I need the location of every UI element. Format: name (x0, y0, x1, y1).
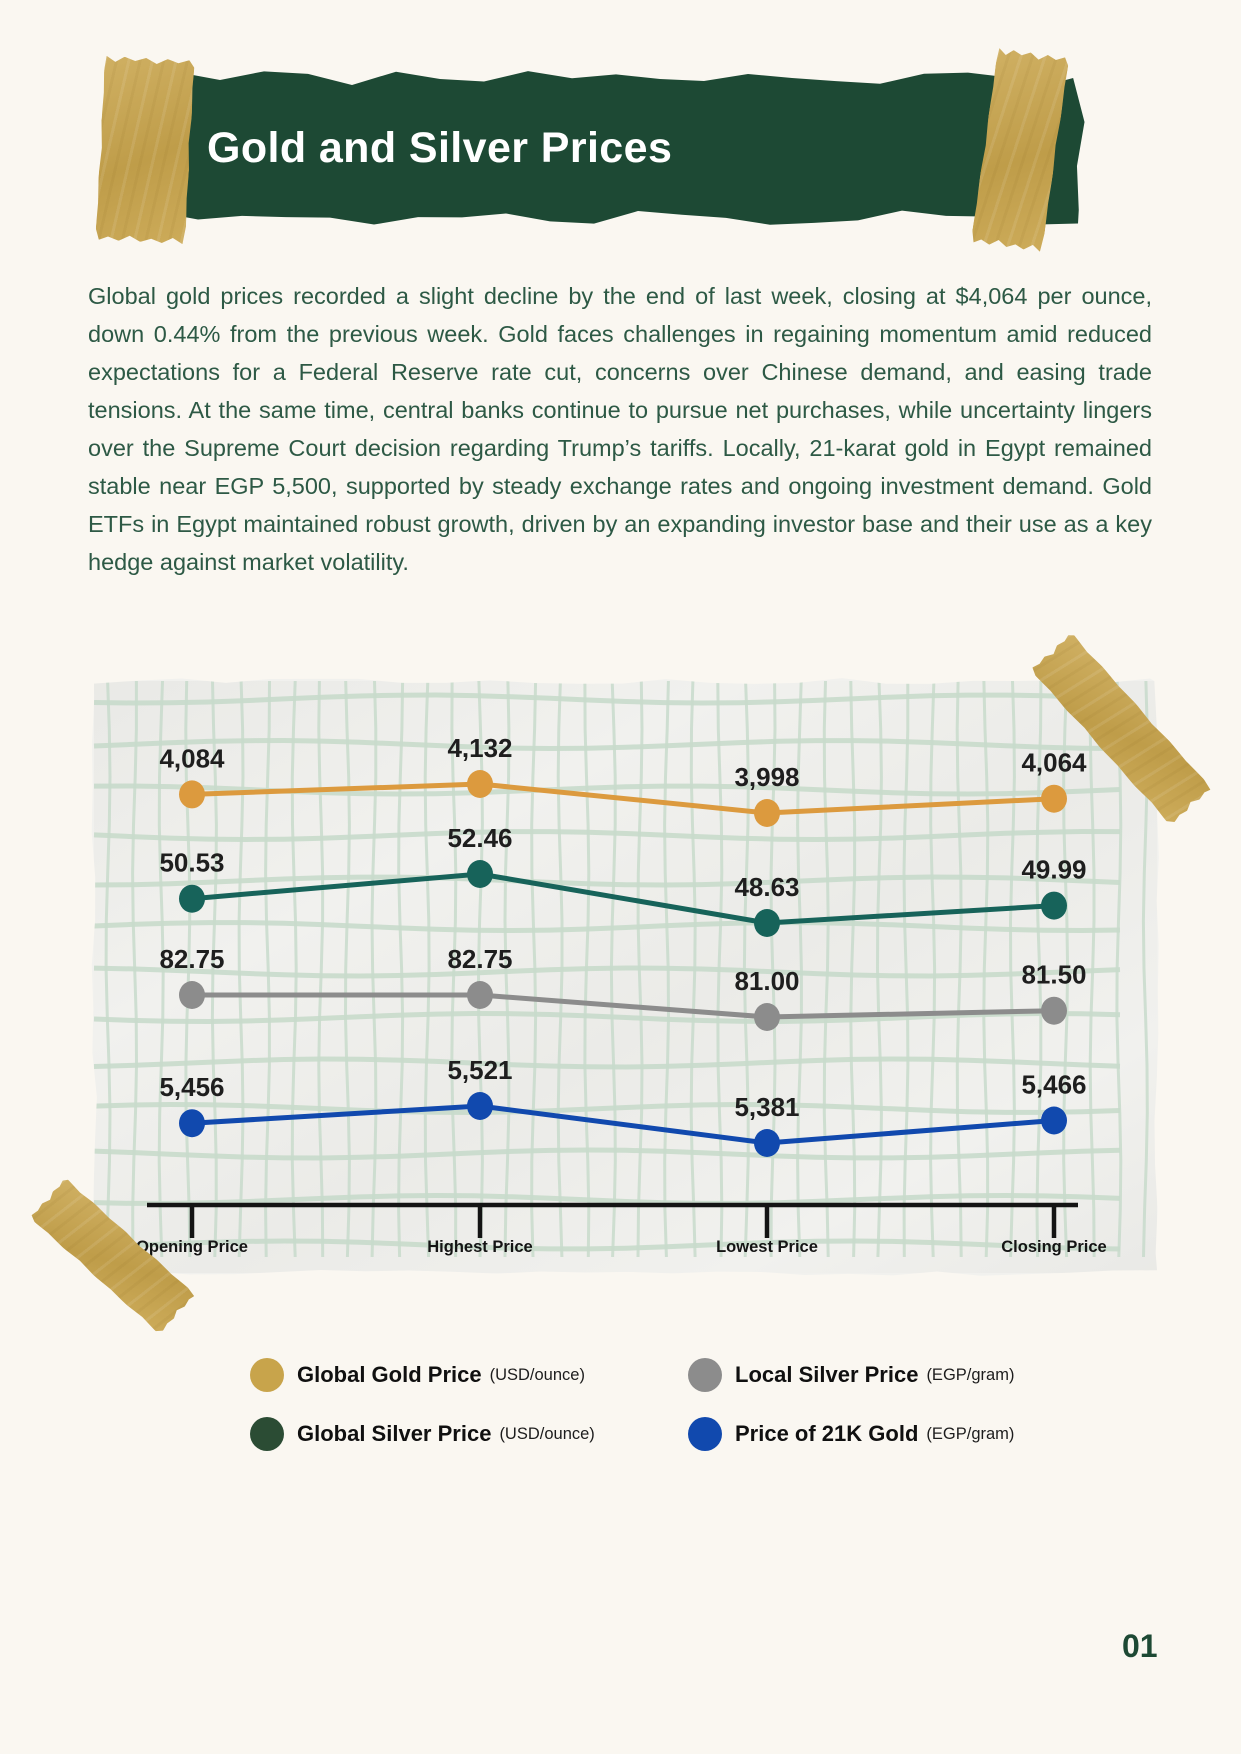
legend-label: Global Silver Price (297, 1421, 492, 1446)
series-local-silver-price: 82.75 82.75 81.00 81.50 (159, 944, 1087, 1031)
x-axis-label: Highest Price (427, 1238, 532, 1256)
legend-unit: (USD/ounce) (489, 1365, 585, 1384)
legend-item-global-silver: Global Silver Price (USD/ounce) (250, 1416, 595, 1452)
data-label: 82.75 (159, 944, 224, 974)
legend-label: Local Silver Price (735, 1362, 919, 1387)
data-label: 49.99 (1021, 855, 1086, 885)
legend-unit: (USD/ounce) (499, 1424, 595, 1443)
title-banner (126, 71, 1085, 225)
x-axis-label: Opening Price (136, 1238, 248, 1256)
legend-unit: (EGP/gram) (926, 1424, 1015, 1443)
series-global-silver-price: 50.53 52.46 48.63 49.99 (159, 823, 1087, 937)
data-label: 4,084 (159, 743, 225, 773)
data-label: 81.00 (734, 966, 799, 996)
page-title: Gold and Silver Prices (207, 124, 673, 172)
data-label: 5,381 (734, 1092, 799, 1122)
x-axis: Opening Price Highest Price Lowest Price Cl… (136, 1202, 1107, 1256)
x-axis-label: Closing Price (1001, 1238, 1106, 1256)
legend-item-local-silver: Local Silver Price (EGP/gram) (688, 1357, 1014, 1393)
data-label: 48.63 (734, 872, 799, 902)
chart-grid (93, 680, 1149, 1258)
data-label: 50.53 (159, 848, 224, 878)
legend-label: Global Gold Price (297, 1362, 482, 1387)
series-global-gold-price: 4,084 4,132 3,998 4,064 (159, 733, 1087, 827)
legend-swatch-global-gold (250, 1358, 284, 1392)
data-label: 82.75 (447, 944, 512, 974)
page-number: 01 (1122, 1628, 1158, 1664)
tape-top-left (95, 56, 195, 244)
data-label: 52.46 (447, 823, 512, 853)
data-label: 4,064 (1021, 748, 1087, 778)
data-label: 5,521 (447, 1055, 512, 1085)
legend-label: Price of 21K Gold (735, 1421, 919, 1446)
legend-item-21k-gold: Price of 21K Gold (EGP/gram) (688, 1416, 1014, 1452)
data-label: 5,466 (1021, 1070, 1086, 1100)
legend-item-global-gold: Global Gold Price (USD/ounce) (250, 1357, 585, 1393)
legend-swatch-local-silver (688, 1358, 722, 1392)
legend-swatch-21k-gold (688, 1417, 722, 1451)
legend-unit: (EGP/gram) (926, 1365, 1015, 1384)
intro-paragraph: Global gold prices recorded a slight dec… (88, 283, 1152, 575)
data-label: 81.50 (1021, 960, 1086, 990)
data-label: 4,132 (447, 733, 512, 763)
x-axis-label: Lowest Price (716, 1238, 818, 1256)
legend-swatch-global-silver (250, 1417, 284, 1451)
data-label: 5,456 (159, 1072, 224, 1102)
series-price-of-21k-gold: 5,456 5,521 5,381 5,466 (159, 1055, 1087, 1157)
data-label: 3,998 (734, 762, 799, 792)
